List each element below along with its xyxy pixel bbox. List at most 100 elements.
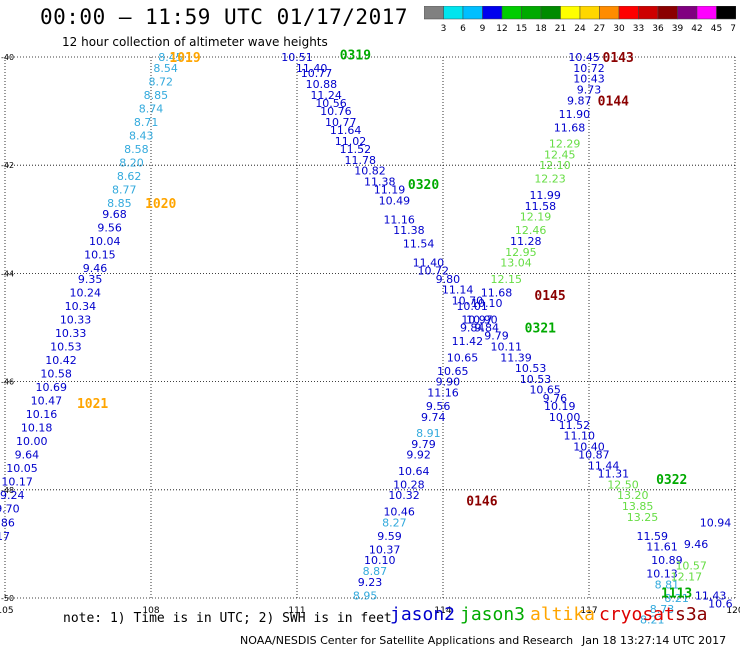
wave-height-point: 10.19 — [544, 400, 576, 413]
wave-height-point: 10.15 — [84, 248, 116, 261]
wave-height-point: 8.21 — [640, 614, 665, 627]
legend-jason3: jason3 — [460, 604, 526, 625]
legend-s3a: s3a — [675, 604, 708, 625]
colorbar-tick-label: 24 — [574, 24, 586, 34]
wave-height-point: 12.45 — [544, 148, 576, 161]
pass-label: 1020 — [145, 197, 176, 212]
wave-height-point: 9.17 — [0, 530, 10, 543]
colorbar-tick-label: 6 — [460, 24, 466, 34]
wave-height-point: 11.58 — [525, 200, 557, 213]
wave-height-point: 11.68 — [554, 121, 586, 134]
wave-height-point: 8.54 — [153, 62, 178, 75]
wave-height-point: 10.17 — [1, 476, 33, 489]
x-tick-label: 111 — [288, 606, 305, 616]
pass-label: 0320 — [408, 178, 439, 193]
wave-height-point: 8.43 — [129, 129, 154, 142]
pass-label: 1113 — [661, 587, 692, 602]
colorbar-tick-label: 36 — [652, 24, 664, 34]
wave-height-point: 12.50 — [607, 478, 639, 491]
pass-label: 0322 — [656, 473, 687, 488]
wave-height-point: 11.28 — [510, 235, 542, 248]
colorbar-tick-label: 21 — [555, 24, 566, 34]
pass-label: 0143 — [603, 51, 634, 66]
wave-height-point: 9.79 — [484, 330, 509, 343]
wave-height-point: 11.52 — [340, 143, 372, 156]
x-tick-label: 105 — [0, 606, 14, 616]
wave-height-point: 9.24 — [0, 489, 25, 502]
x-tick-label: 108 — [142, 606, 159, 616]
wave-height-point: 10.11 — [491, 340, 523, 353]
wave-height-point: 10.47 — [31, 395, 63, 408]
colorbar-tick-label: 30 — [613, 24, 625, 34]
y-tick-label: -46 — [1, 378, 14, 387]
wave-height-point: 10.40 — [573, 441, 605, 454]
wave-height-point: 11.99 — [529, 189, 561, 202]
colorbar-tick-label: 27 — [594, 24, 605, 34]
wave-height-point: 11.52 — [559, 419, 591, 432]
wave-height-point: 11.10 — [564, 430, 596, 443]
wave-height-point: 10.58 — [40, 367, 72, 380]
wave-height-point: 10.28 — [393, 478, 425, 491]
legend-altika: altika — [530, 604, 596, 625]
wave-height-point: 11.02 — [335, 135, 367, 148]
wave-height-point: 11.14 — [442, 284, 474, 297]
wave-height-point: 10.77 — [325, 116, 357, 129]
wave-height-point: 9.84 — [460, 322, 485, 335]
wave-height-point: 11.78 — [345, 154, 377, 167]
wave-height-point: 9.87 — [567, 94, 592, 107]
wave-height-point: 8.95 — [353, 589, 378, 602]
wave-height-point: 10.16 — [26, 408, 58, 421]
wave-height-point: 12.95 — [505, 246, 537, 259]
colorbar-tick-label: 42 — [691, 24, 702, 34]
colorbar-tick-label: 12 — [496, 24, 507, 34]
wave-height-point: 9.76 — [543, 392, 568, 405]
wave-height-point: 10.53 — [50, 340, 82, 353]
colorbar-swatch — [716, 6, 736, 20]
pass-label: 0321 — [525, 322, 556, 337]
wave-height-point: 8.81 — [655, 578, 680, 591]
wave-height-point: 11.16 — [427, 386, 459, 399]
y-tick-label: -42 — [1, 161, 14, 170]
y-tick-label: -40 — [1, 53, 14, 62]
footer-timestamp: Jan 18 13:27:14 UTC 2017 — [582, 634, 727, 647]
plot-note: note: 1) Time is in UTC; 2) SWH is in fe… — [63, 611, 392, 626]
wave-height-point: 11.40 — [296, 62, 328, 75]
page-title: 00:00 – 11:59 UTC 01/17/2017 — [40, 5, 409, 29]
wave-height-point: 10.33 — [55, 327, 87, 340]
wave-height-point: 11.31 — [598, 468, 630, 481]
pass-label: 1019 — [169, 51, 200, 66]
pass-label: 0319 — [340, 48, 371, 63]
wave-height-point: 9.73 — [577, 83, 602, 96]
wave-height-point: 10.72 — [418, 265, 450, 278]
page-subtitle: 12 hour collection of altimeter wave hei… — [62, 35, 328, 49]
y-tick-label: -50 — [1, 594, 14, 603]
wave-height-point: 11.40 — [413, 257, 445, 270]
wave-height-point: 11.16 — [383, 213, 415, 226]
wave-height-point: 8.62 — [117, 170, 142, 183]
wave-height-point: 10.43 — [573, 73, 605, 86]
wave-height-point: 10.37 — [369, 543, 401, 556]
wave-height-point: 13.20 — [617, 489, 649, 502]
wave-height-point: 9.79 — [411, 438, 436, 451]
pass-label: 0146 — [466, 495, 497, 510]
wave-height-point: 11.54 — [403, 238, 435, 251]
wave-height-point: 10.42 — [45, 354, 77, 367]
wave-height-point: 9.70 — [0, 503, 20, 516]
wave-height-point: 11.90 — [559, 108, 591, 121]
wave-height-point: 12.17 — [671, 570, 703, 583]
colorbar-tick-label: 3 — [441, 24, 447, 34]
wave-height-point: 10.6 — [708, 597, 733, 610]
wave-height-point: 10.13 — [646, 568, 678, 581]
wave-height-point: 12.23 — [534, 173, 566, 186]
wave-height-point: 10.56 — [315, 97, 347, 110]
wave-height-point: 11.44 — [588, 459, 620, 472]
wave-height-point: 10.10 — [471, 297, 503, 310]
wave-height-point: 12.10 — [539, 159, 571, 172]
colorbar-tick-label: 33 — [633, 24, 644, 34]
wave-height-point: 10.97 — [461, 313, 493, 326]
wave-height-point: 8.74 — [139, 102, 164, 115]
x-tick-label: 117 — [580, 606, 597, 616]
wave-height-point: 10.32 — [388, 489, 420, 502]
wave-height-point: 10.33 — [60, 313, 92, 326]
